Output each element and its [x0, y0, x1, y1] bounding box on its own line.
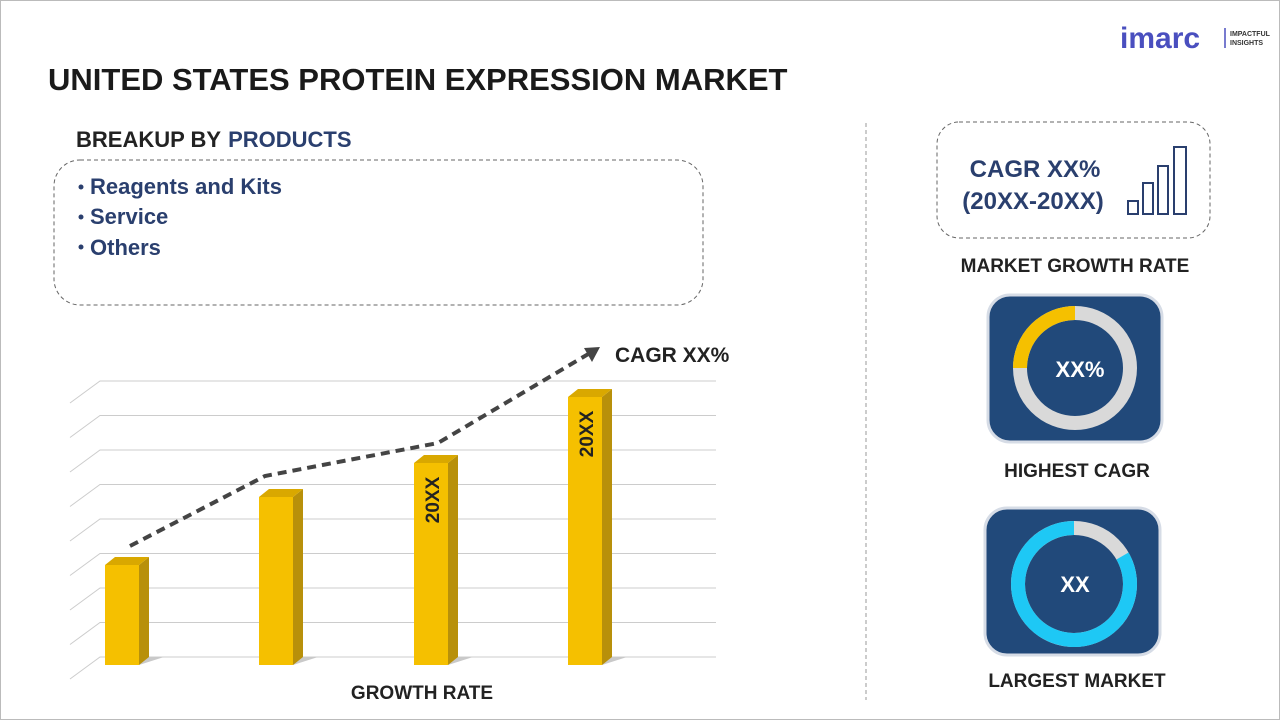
arrow-head [584, 347, 600, 362]
card-value: XX [1060, 572, 1090, 597]
grid-line [69, 449, 716, 473]
bar-front [414, 463, 448, 665]
bar-top [414, 455, 458, 463]
grid-line [69, 380, 716, 404]
grid-line [69, 518, 716, 542]
page-title: UNITED STATES PROTEIN EXPRESSION MARKET [48, 62, 788, 97]
grid-line [69, 622, 716, 645]
bars [105, 389, 627, 665]
logo-name: imarc [1120, 22, 1200, 55]
bar-top [568, 389, 612, 397]
bullet [78, 244, 84, 250]
growth-card [936, 121, 1211, 239]
heading-highlight: PRODUCTS [228, 127, 351, 152]
bar-top [259, 489, 303, 497]
bar-front [568, 397, 602, 665]
card-period: (20XX-20XX) [962, 188, 1103, 215]
breakup-list: Reagents and Kits Service Others [78, 174, 282, 260]
axis-label: GROWTH RATE [351, 683, 493, 704]
bar-label: 20XX [423, 476, 444, 523]
card-label: MARKET GROWTH RATE [961, 256, 1190, 277]
bar-side [602, 389, 612, 665]
bar-top [105, 557, 149, 565]
logo-tagline: IMPACTFUL [1230, 31, 1271, 38]
donut-arc [1013, 306, 1076, 369]
section-heading: BREAKUP BY PRODUCTS [76, 127, 352, 152]
bar-front [259, 497, 293, 665]
grid-line [69, 587, 716, 611]
bar-label: 20XX [577, 410, 598, 457]
cagr-label: CAGR XX% [615, 344, 730, 367]
card-label: HIGHEST CAGR [1004, 461, 1150, 482]
grid-line [69, 553, 716, 576]
grid-line [69, 656, 716, 680]
donut-arc [1011, 521, 1137, 647]
card-value: XX% [1056, 357, 1105, 382]
card-label: LARGEST MARKET [988, 671, 1166, 692]
grid-line [69, 415, 716, 438]
growth-icon [1127, 146, 1187, 215]
bar-side [293, 489, 303, 665]
list-item: Reagents and Kits [90, 174, 282, 199]
heading-label: BREAKUP BY [76, 127, 221, 152]
trend-arrow [129, 351, 592, 548]
bar-side [139, 557, 149, 665]
bullet [78, 214, 84, 220]
logo-tagline: INSIGHTS [1230, 40, 1263, 47]
chart-grid [69, 380, 716, 680]
list-item: Others [90, 235, 161, 260]
grid-line [69, 484, 716, 507]
list-item: Service [90, 204, 168, 229]
bar-side [448, 455, 458, 665]
card-value: CAGR XX% [970, 156, 1101, 183]
bar-front [105, 565, 139, 665]
bullet [78, 184, 84, 190]
